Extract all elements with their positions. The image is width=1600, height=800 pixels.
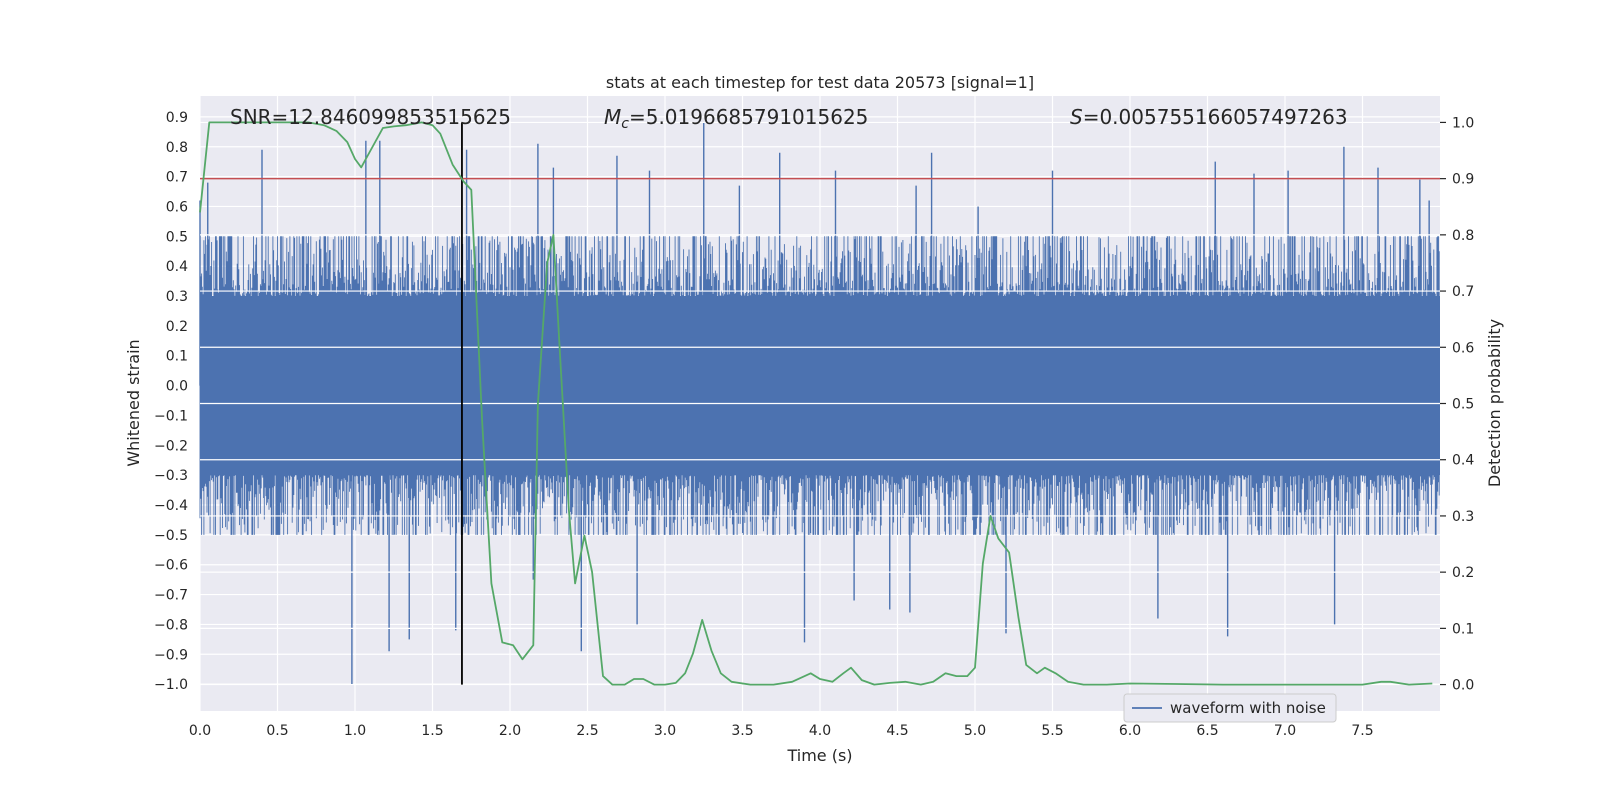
chirp-mass-annotation: Mc=5.0196685791015625 [604, 105, 868, 132]
x-tick-label: 5.5 [1041, 723, 1063, 739]
y-tick-label: 0.8 [166, 140, 188, 156]
x-tick-label: 7.5 [1351, 723, 1373, 739]
y-tick-label: 0.7 [166, 170, 188, 186]
x-axis-label: Time (s) [786, 746, 852, 765]
right-tick-label: 0.8 [1452, 228, 1474, 244]
x-tick-label: 2.0 [499, 723, 521, 739]
snr-annotation: SNR=12.846099853515625 [230, 105, 511, 129]
x-tick-label: 3.0 [654, 723, 676, 739]
right-tick-label: 0.9 [1452, 172, 1474, 188]
y-tick-labels: 0.9 0.8 0.7 0.6 0.5 0.4 0.3 0.2 0.1 0.0 −0.1 −0.2 −0… [154, 110, 188, 693]
right-tick-label: 0.6 [1452, 340, 1474, 356]
right-tick-label: 0.3 [1452, 509, 1474, 525]
right-tick-label: 1.0 [1452, 115, 1474, 131]
y-tick-label: 0.9 [166, 110, 188, 126]
x-tick-label: 3.5 [731, 723, 753, 739]
right-axis-gridlines [200, 121, 1440, 686]
x-tick-label: 0.5 [266, 723, 288, 739]
y-tick-label: −0.2 [154, 438, 188, 454]
x-tick-label: 7.0 [1274, 723, 1296, 739]
x-tick-label: 4.0 [809, 723, 831, 739]
y-tick-label: 0.3 [166, 289, 188, 305]
right-tick-label: 0.2 [1452, 565, 1474, 581]
legend: waveform with noise [1123, 693, 1337, 723]
y-tick-label: −0.1 [154, 408, 188, 424]
y-tick-label: −0.7 [154, 588, 188, 604]
y-tick-label: −0.6 [154, 558, 188, 574]
right-tick-label: 0.7 [1452, 284, 1474, 300]
y-tick-label: 0.0 [166, 379, 188, 395]
x-tick-label: 1.5 [421, 723, 443, 739]
y-tick-label: 0.6 [166, 199, 188, 215]
y-tick-label: −0.4 [154, 498, 188, 514]
right-tick-label: 0.1 [1452, 621, 1474, 637]
x-tick-label: 5.0 [964, 723, 986, 739]
legend-label: waveform with noise [1170, 699, 1326, 717]
y-tick-label: −0.5 [154, 528, 188, 544]
right-axis-label: Detection probability [1485, 319, 1504, 487]
x-tick-label: 6.0 [1119, 723, 1141, 739]
s-annotation: S=0.005755166057497263 [1070, 105, 1348, 129]
y-tick-label: −1.0 [154, 677, 188, 693]
right-tick-label: 0.0 [1452, 678, 1474, 694]
right-tick-labels: 1.0 0.9 0.8 0.7 0.6 0.5 0.4 0.3 0.2 0.1 0.0 [1440, 115, 1474, 694]
chart-title: stats at each timestep for test data 205… [606, 73, 1034, 92]
right-tick-label: 0.5 [1452, 397, 1474, 413]
probability-series [199, 121, 1433, 686]
right-tick-label: 0.4 [1452, 453, 1474, 469]
x-tick-label: 6.5 [1196, 723, 1218, 739]
y-tick-label: −0.3 [154, 468, 188, 484]
legend-box [1123, 693, 1337, 723]
waveform-series [199, 122, 1440, 685]
x-tick-label: 0.0 [189, 723, 211, 739]
x-tick-labels: 0.0 0.5 1.0 1.5 2.0 2.5 3.0 3.5 4.0 4.5 5.0 5.5 6.0 6… [189, 723, 1374, 739]
x-tick-label: 4.5 [886, 723, 908, 739]
y-tick-label: 0.2 [166, 319, 188, 335]
y-tick-label: −0.8 [154, 617, 188, 633]
y-axis-label: Whitened strain [124, 339, 143, 466]
y-tick-label: 0.1 [166, 349, 188, 365]
y-tick-label: 0.4 [166, 259, 188, 275]
x-tick-label: 1.0 [344, 723, 366, 739]
y-tick-label: −0.9 [154, 647, 188, 663]
x-tick-label: 2.5 [576, 723, 598, 739]
y-tick-label: 0.5 [166, 229, 188, 245]
